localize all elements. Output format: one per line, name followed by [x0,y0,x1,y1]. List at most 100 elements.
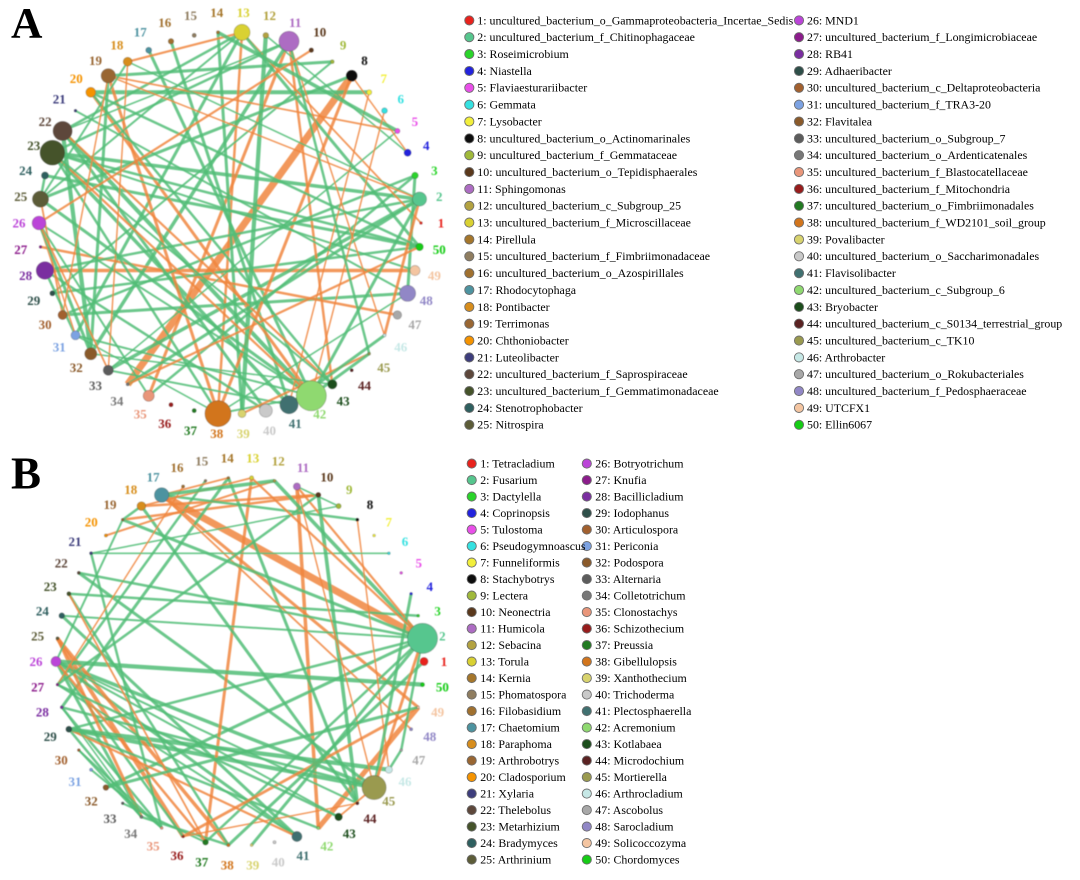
svg-text:29: 29 [44,729,58,744]
svg-text:44: Microdochium: 44: Microdochium [595,754,685,768]
svg-text:41: Plectosphaerella: 41: Plectosphaerella [595,704,692,718]
svg-text:16: 16 [158,15,172,30]
svg-text:33: 33 [89,378,103,393]
svg-text:39: Povalibacter: 39: Povalibacter [807,232,885,246]
svg-text:8: 8 [361,53,368,68]
svg-text:11: 11 [289,15,301,30]
svg-text:4: Coprinopsis: 4: Coprinopsis [480,506,550,520]
svg-text:37: Preussia: 37: Preussia [595,638,654,652]
svg-text:39: 39 [246,858,260,873]
svg-text:9: 9 [346,482,353,497]
svg-text:2: 2 [436,189,443,204]
svg-text:13: Torula: 13: Torula [480,655,530,669]
svg-text:19: Arthrobotrys: 19: Arthrobotrys [480,754,559,768]
svg-text:22: Thelebolus: 22: Thelebolus [480,803,551,817]
svg-text:17: 17 [134,25,148,40]
svg-text:5: Tulostoma: 5: Tulostoma [480,523,543,537]
svg-text:21: Xylaria: 21: Xylaria [480,787,535,801]
svg-text:35: uncultured_bacterium_f_Bla: 35: uncultured_bacterium_f_Blastocatella… [807,165,1028,179]
svg-text:43: 43 [343,826,357,841]
svg-text:49: 49 [431,705,445,720]
svg-text:37: 37 [184,423,198,438]
svg-text:1: uncultured_bacterium_o_Gamm: 1: uncultured_bacterium_o_Gammaproteobac… [477,13,793,27]
svg-text:22: 22 [55,556,68,571]
svg-text:8: uncultured_bacterium_o_Acti: 8: uncultured_bacterium_o_Actinomarinale… [477,131,690,145]
svg-text:6: 6 [402,534,409,549]
svg-text:19: 19 [104,497,118,512]
svg-text:26: Botryotrichum: 26: Botryotrichum [595,457,684,471]
svg-text:35: 35 [134,406,148,421]
svg-text:28: 28 [36,705,50,720]
svg-text:49: Solicoccozyma: 49: Solicoccozyma [595,836,687,850]
svg-text:39: 39 [237,426,251,441]
svg-text:15: 15 [195,454,209,469]
svg-text:35: Clonostachys: 35: Clonostachys [595,605,678,619]
svg-text:49: 49 [428,268,442,283]
svg-text:10: Neonectria: 10: Neonectria [480,605,551,619]
svg-text:27: 27 [31,680,45,695]
svg-text:46: 46 [399,774,413,789]
svg-text:6: Pseudogymnoascus: 6: Pseudogymnoascus [480,539,586,553]
svg-text:16: 16 [171,460,185,475]
svg-text:13: uncultured_bacterium_f_Mic: 13: uncultured_bacterium_f_Microscillace… [477,216,691,230]
svg-text:50: Chordomyces: 50: Chordomyces [595,853,680,867]
svg-text:42: 42 [313,406,326,421]
svg-text:8: 8 [367,497,374,512]
svg-text:18: 18 [110,37,124,52]
svg-text:43: Kotlabaea: 43: Kotlabaea [595,737,662,751]
svg-text:11: Humicola: 11: Humicola [480,622,545,636]
svg-text:33: Alternaria: 33: Alternaria [595,572,661,586]
svg-text:21: 21 [69,534,82,549]
svg-text:23: 23 [44,579,58,594]
svg-text:9: 9 [340,37,347,52]
svg-text:47: uncultured_bacterium_o_Rok: 47: uncultured_bacterium_o_Rokubacterial… [807,367,1024,381]
svg-text:21: Luteolibacter: 21: Luteolibacter [477,350,559,364]
svg-text:27: uncultured_bacterium_f_Lon: 27: uncultured_bacterium_f_Longimicrobia… [807,30,1037,44]
svg-text:23: Metarhizium: 23: Metarhizium [480,820,560,834]
svg-text:50: 50 [433,242,446,257]
svg-text:29: Adhaeribacter: 29: Adhaeribacter [807,64,892,78]
svg-text:18: Paraphoma: 18: Paraphoma [480,737,552,751]
svg-text:28: Bacillicladium: 28: Bacillicladium [595,490,684,504]
svg-text:24: 24 [36,603,50,618]
svg-text:44: uncultured_bacterium_c_S01: 44: uncultured_bacterium_c_S0134_terrest… [807,317,1062,331]
svg-text:1: 1 [438,216,445,231]
svg-text:20: Cladosporium: 20: Cladosporium [480,770,566,784]
svg-text:4: Niastella: 4: Niastella [477,64,532,78]
svg-text:5: 5 [416,556,423,571]
svg-text:22: uncultured_bacterium_f_Sap: 22: uncultured_bacterium_f_Saprospiracea… [477,367,687,381]
svg-text:38: 38 [221,858,235,873]
svg-text:5: 5 [412,114,419,129]
svg-text:7: Funneliformis: 7: Funneliformis [480,556,560,570]
svg-text:29: Iodophanus: 29: Iodophanus [595,506,669,520]
svg-text:21: 21 [53,92,66,107]
svg-text:50: 50 [436,680,449,695]
svg-text:16: Filobasidium: 16: Filobasidium [480,704,562,718]
svg-text:6: Gemmata: 6: Gemmata [477,98,536,112]
svg-text:28: RB41: 28: RB41 [807,47,853,61]
svg-text:25: 25 [14,189,28,204]
svg-text:49: UTCFX1: 49: UTCFX1 [807,401,870,415]
svg-text:22: 22 [39,114,52,129]
svg-text:47: 47 [412,752,426,767]
svg-text:19: 19 [89,53,103,68]
svg-text:48: 48 [423,729,437,744]
svg-text:45: uncultured_bacterium_c_TK1: 45: uncultured_bacterium_c_TK10 [807,333,974,347]
svg-text:35: 35 [147,839,161,854]
svg-text:11: 11 [297,460,309,475]
svg-text:43: Bryobacter: 43: Bryobacter [807,300,878,314]
svg-text:A: A [11,0,43,48]
svg-text:14: 14 [210,5,224,20]
svg-text:42: uncultured_bacterium_c_Sub: 42: uncultured_bacterium_c_Subgroup_6 [807,283,1005,297]
svg-text:12: 12 [272,454,285,469]
svg-text:3: Dactylella: 3: Dactylella [480,490,542,504]
svg-text:38: Gibellulopsis: 38: Gibellulopsis [595,655,677,669]
svg-text:48: 48 [420,293,434,308]
svg-text:47: 47 [408,317,422,332]
svg-text:18: 18 [124,482,138,497]
svg-text:38: 38 [210,426,224,441]
svg-text:31: 31 [69,774,82,789]
svg-text:10: 10 [313,25,326,40]
svg-text:25: Arthrinium: 25: Arthrinium [480,853,552,867]
svg-text:46: 46 [394,340,408,355]
